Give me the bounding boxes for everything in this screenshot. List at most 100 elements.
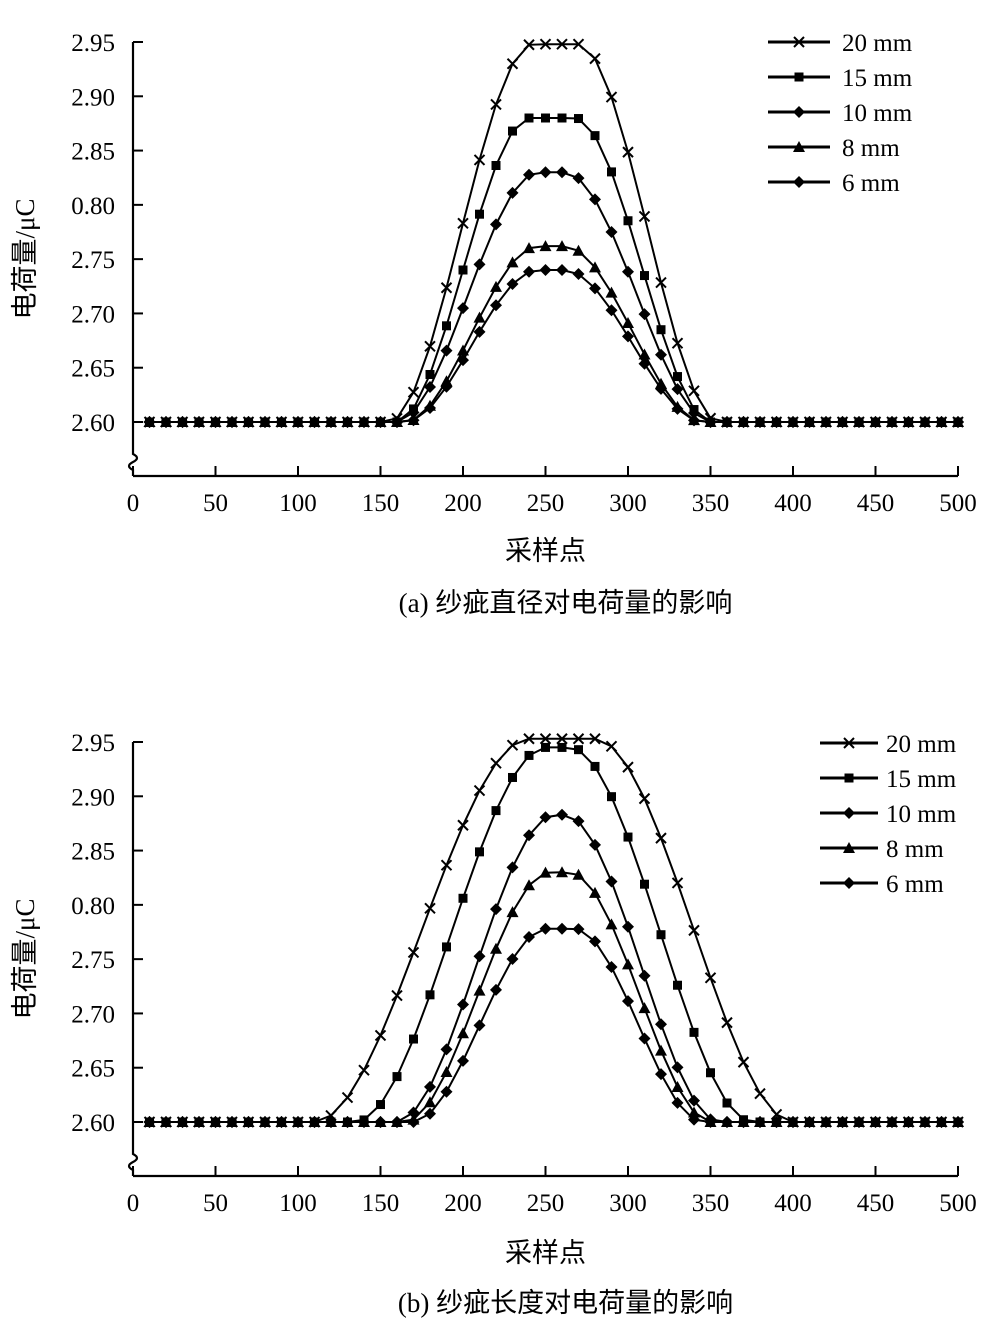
legend-marker (843, 842, 855, 853)
data-point (457, 819, 469, 831)
series-line (149, 171, 958, 423)
data-point (803, 416, 816, 428)
x-tick-label: 150 (362, 1190, 400, 1217)
data-point (524, 750, 534, 760)
data-point (473, 1019, 486, 1032)
data-point (671, 337, 684, 349)
x-tick-label: 0 (127, 1190, 140, 1217)
data-point (640, 879, 649, 889)
data-point (556, 166, 568, 179)
data-point (407, 1116, 420, 1128)
data-point (671, 1061, 684, 1074)
data-point (457, 354, 469, 367)
data-point (704, 1116, 717, 1128)
data-point (589, 886, 601, 898)
data-point (490, 903, 502, 916)
data-point (638, 1002, 651, 1014)
data-point (556, 733, 568, 745)
data-point (407, 386, 420, 398)
data-point (374, 416, 387, 428)
data-point (622, 265, 634, 278)
data-point (374, 1116, 387, 1128)
series-8-mm (143, 240, 964, 427)
legend-label: 10 mm (842, 100, 913, 127)
data-point (209, 1116, 222, 1128)
data-point (902, 1116, 915, 1128)
data-point (572, 172, 585, 185)
data-point (458, 893, 468, 903)
data-point (605, 961, 618, 974)
data-point (523, 168, 535, 181)
data-point (622, 958, 634, 970)
data-point (440, 344, 453, 357)
data-point (721, 1116, 733, 1128)
data-point (638, 357, 651, 370)
y-tick-label: 0.80 (71, 893, 115, 920)
x-tick-label: 450 (857, 490, 895, 517)
data-point (589, 52, 601, 65)
y-axis-title: 电荷量/μC (10, 899, 40, 1020)
data-point (622, 316, 634, 328)
legend-item: 15 mm (820, 766, 957, 793)
data-point (589, 282, 601, 295)
data-point (655, 1044, 667, 1056)
y-tick-label: 2.70 (71, 301, 115, 328)
data-point (193, 416, 205, 428)
data-point (475, 209, 484, 219)
x-tick-label: 500 (939, 1190, 977, 1217)
data-point (358, 1116, 370, 1128)
legend-marker (793, 176, 805, 188)
data-point (688, 1094, 700, 1107)
data-point (556, 264, 568, 276)
data-point (292, 1116, 304, 1128)
y-tick-label: 2.85 (71, 139, 115, 166)
data-point (853, 1116, 865, 1128)
y-tick-label: 2.60 (71, 410, 115, 437)
data-point (688, 385, 700, 397)
data-point (457, 1027, 469, 1039)
data-point (572, 868, 585, 880)
data-point (673, 980, 682, 990)
series-6-mm (143, 922, 964, 1128)
data-point (671, 1096, 684, 1109)
x-tick-label: 200 (444, 1190, 482, 1217)
data-point (803, 1116, 816, 1128)
data-point (605, 740, 618, 752)
data-point (605, 286, 618, 298)
data-point (440, 1043, 453, 1056)
data-point (391, 416, 403, 428)
data-point (574, 745, 583, 755)
x-axis-title: 采样点 (505, 1238, 586, 1268)
data-point (853, 416, 865, 428)
data-point (259, 416, 271, 428)
data-point (572, 38, 585, 50)
data-point (440, 282, 453, 294)
data-point (539, 240, 552, 252)
data-point (836, 1116, 849, 1128)
data-point (392, 1072, 402, 1082)
data-point (539, 166, 552, 179)
x-tick-label: 100 (279, 1190, 317, 1217)
data-point (589, 261, 601, 273)
data-point (425, 990, 435, 1000)
y-tick-label: 2.75 (71, 947, 115, 974)
data-point (523, 829, 535, 842)
data-point (259, 1116, 271, 1128)
data-point (607, 167, 616, 177)
data-point (325, 416, 337, 428)
data-point (754, 1116, 766, 1128)
data-point (523, 931, 535, 944)
series-15-mm (145, 742, 963, 1127)
data-point (689, 1027, 699, 1037)
data-point (376, 1100, 385, 1110)
data-point (457, 217, 469, 230)
legend-marker (843, 737, 855, 749)
chart-a: 2.60 2.65 2.70 2.75 0.80 2.85 2.90 2.95 0 50 100 15… (10, 30, 977, 618)
data-point (787, 416, 799, 428)
data-point (704, 972, 717, 984)
data-point (539, 811, 552, 824)
series-20-mm (143, 733, 964, 1128)
data-point (589, 733, 601, 745)
legend-item: 6 mm (820, 871, 944, 898)
data-point (407, 406, 420, 419)
